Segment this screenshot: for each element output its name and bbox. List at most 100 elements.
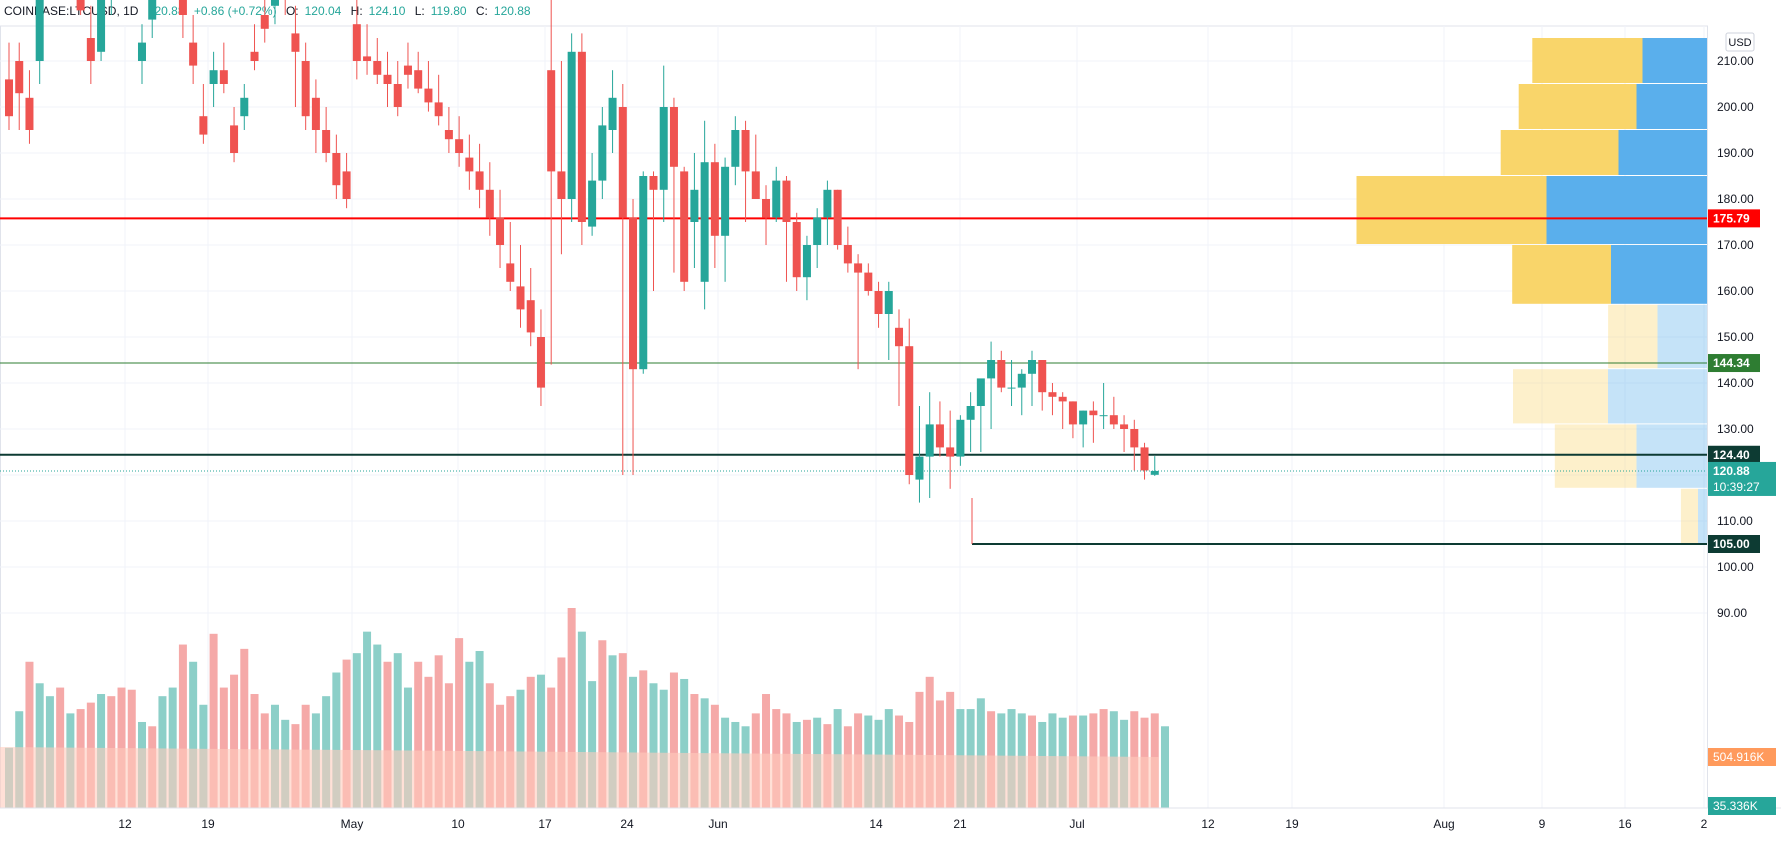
candle-body <box>342 171 351 199</box>
candle-body <box>895 327 904 347</box>
candle-body <box>966 406 975 420</box>
candle-body <box>884 291 893 314</box>
price-tag-label: 105.00 <box>1713 537 1750 551</box>
candle-body <box>403 65 412 75</box>
candle-body <box>649 176 658 190</box>
y-tick-label: 140.00 <box>1717 376 1754 390</box>
volume-ma-tag <box>1708 748 1776 766</box>
y-tick-label: 180.00 <box>1717 192 1754 206</box>
volume-bar <box>639 670 648 808</box>
volume-profile <box>1356 38 1707 543</box>
candle-body <box>1068 401 1077 425</box>
x-tick-label: 12 <box>1201 817 1215 831</box>
x-tick-label: 19 <box>201 817 215 831</box>
x-tick-label: Jul <box>1069 817 1084 831</box>
candle-body <box>843 245 852 264</box>
candle-body <box>833 189 842 245</box>
candle-body <box>721 166 730 236</box>
volume-bar <box>1160 726 1169 808</box>
candle-body <box>25 97 34 130</box>
candle-body <box>905 346 914 475</box>
candle-body <box>455 139 464 153</box>
candle-body <box>1150 470 1159 475</box>
low-value: 119.80 <box>430 4 467 18</box>
volume-bar <box>608 655 617 808</box>
volume-bar <box>455 638 464 808</box>
candle-body <box>557 171 566 199</box>
candle-body <box>301 61 310 117</box>
candle-body <box>465 157 474 172</box>
y-tick-label: 200.00 <box>1717 100 1754 114</box>
candle-body <box>741 130 750 172</box>
volume-bar <box>168 687 177 808</box>
candle-body <box>1038 360 1047 393</box>
volume-bar <box>393 653 402 808</box>
candle-body <box>444 130 453 140</box>
candle-body <box>588 180 597 227</box>
candle-body <box>997 360 1006 388</box>
volume-bar <box>935 700 944 808</box>
x-tick-label: 21 <box>953 817 967 831</box>
low-label: L: <box>414 4 425 18</box>
x-tick-label: 12 <box>118 817 132 831</box>
candle-body <box>363 56 372 61</box>
candle-body <box>332 153 341 186</box>
volume-bar <box>629 676 638 808</box>
volume-bar <box>485 683 494 808</box>
volume-bar <box>209 633 218 808</box>
candle-body <box>516 286 525 310</box>
volume-bar <box>516 689 525 808</box>
candle-body <box>240 97 249 117</box>
candle-body <box>352 24 361 61</box>
y-tick-label: 110.00 <box>1717 514 1753 528</box>
volume-bar <box>925 676 934 808</box>
candle-body <box>209 70 218 84</box>
candle-body <box>383 74 392 84</box>
volume-bar <box>567 608 576 808</box>
candle-body <box>219 70 228 84</box>
volume-pane <box>0 608 1169 808</box>
candle-body <box>189 42 198 66</box>
x-tick-label: May <box>341 817 364 831</box>
horizontal-lines[interactable] <box>0 217 1707 545</box>
candle-body <box>700 162 709 282</box>
candle-body <box>802 245 811 278</box>
volume-bar <box>414 661 423 808</box>
volume-bar <box>424 676 433 808</box>
candle-body <box>485 189 494 218</box>
x-tick-label: 17 <box>538 817 552 831</box>
volume-bar <box>915 691 924 808</box>
candle-body <box>393 84 402 107</box>
price-tag <box>1708 445 1760 464</box>
volume-bar <box>219 687 228 808</box>
x-tick-label: 24 <box>620 817 634 831</box>
candle-body <box>1058 396 1067 402</box>
profile-bar-up <box>1512 245 1611 304</box>
x-tick-label: 16 <box>1618 817 1632 831</box>
profile-bar-up <box>1554 424 1637 488</box>
candle-body <box>475 171 484 190</box>
volume-bar <box>465 661 474 808</box>
profile-bar-down <box>1611 245 1707 304</box>
candle-body <box>230 125 239 153</box>
high-value: 124.10 <box>368 4 406 18</box>
currency-label: USD <box>1728 37 1751 49</box>
y-tick-label: 160.00 <box>1717 284 1754 298</box>
y-tick-label: 150.00 <box>1717 330 1754 344</box>
candle-body <box>864 272 873 291</box>
profile-bar-down <box>1636 84 1707 129</box>
volume-bar <box>669 672 678 808</box>
candle-body <box>178 0 187 15</box>
candle-body <box>987 360 996 379</box>
candle-body <box>250 51 259 61</box>
y-tick-label: 190.00 <box>1717 146 1754 160</box>
price-tag-label: 144.34 <box>1713 356 1750 370</box>
volume-bar <box>363 631 372 808</box>
y-tick-label: 100.00 <box>1717 560 1754 574</box>
currency-box <box>1725 32 1755 52</box>
volume-bar <box>659 689 668 808</box>
candle-body <box>1109 415 1118 425</box>
volume-bar <box>475 651 484 808</box>
candle-body <box>690 189 699 222</box>
